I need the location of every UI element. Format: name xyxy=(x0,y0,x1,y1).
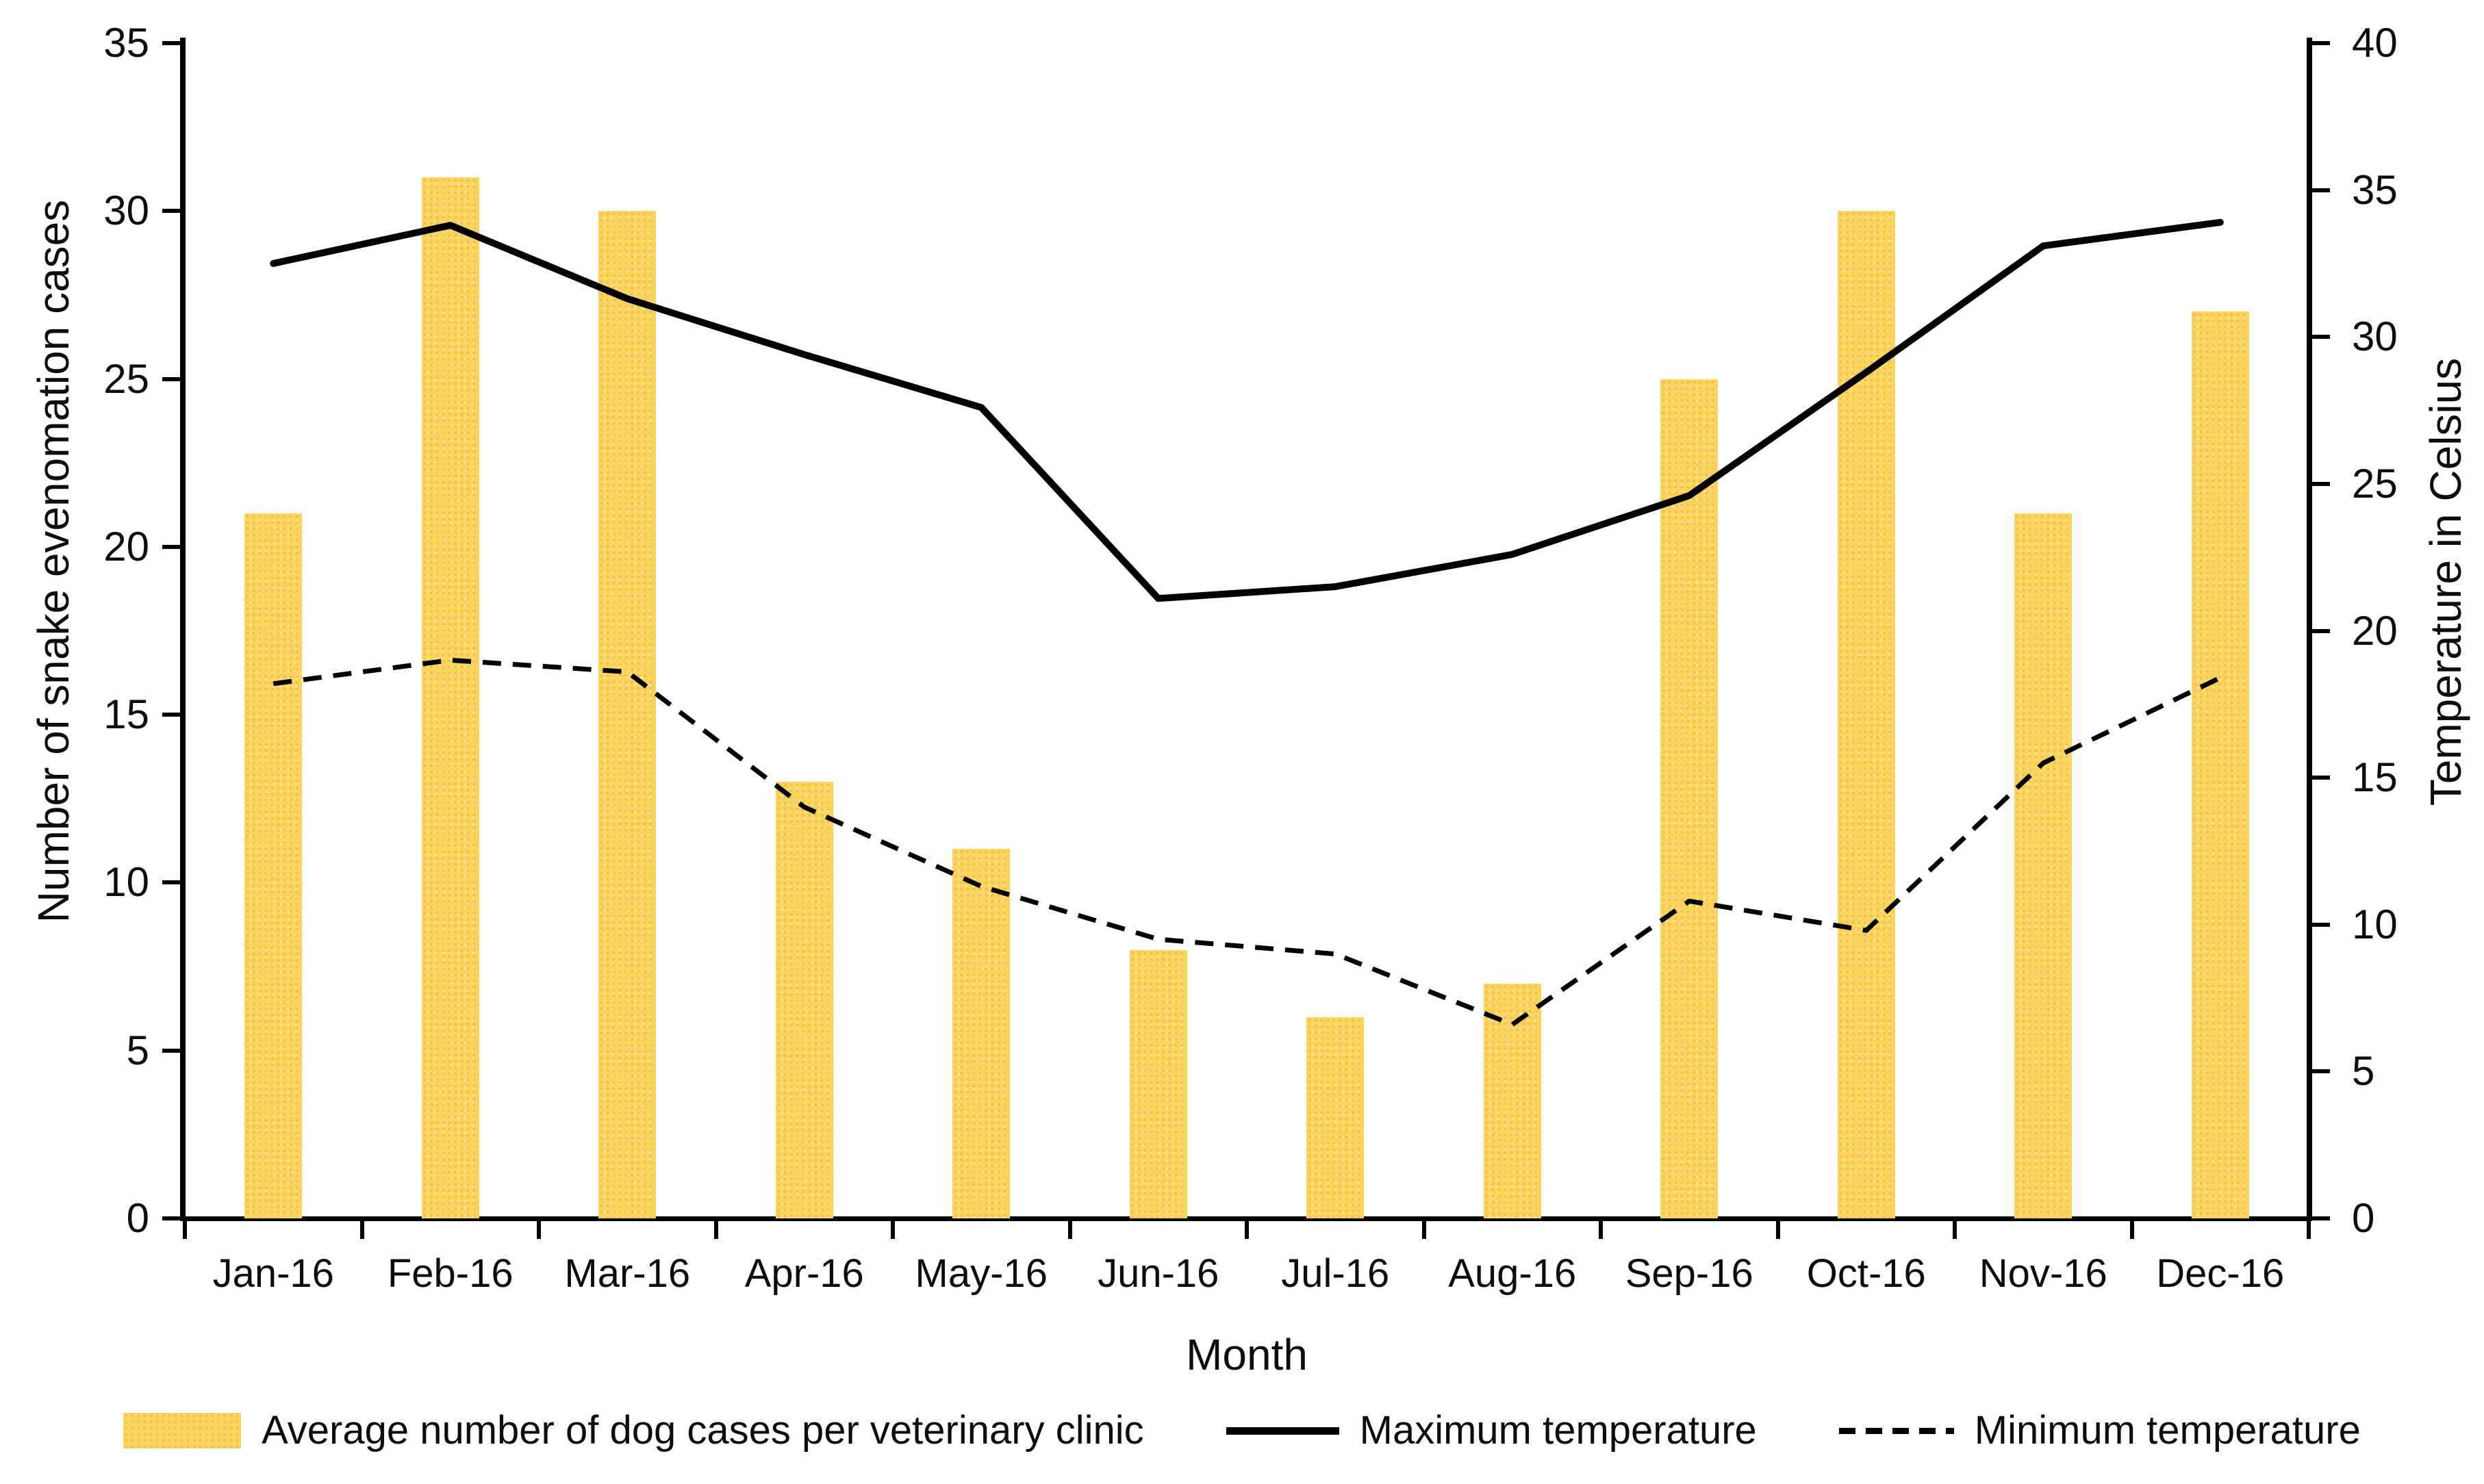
bar-oct-16 xyxy=(1837,211,1895,1218)
right-axis-tick xyxy=(2312,1069,2330,1074)
x-axis-month-label: Nov-16 xyxy=(1979,1251,2107,1296)
left-axis-tick xyxy=(162,1216,180,1220)
x-axis-month-label: Sep-16 xyxy=(1625,1251,1753,1296)
bar-mar-16 xyxy=(598,211,657,1218)
right-axis-tick xyxy=(2312,776,2330,780)
right-axis-tick-label: 0 xyxy=(2352,1195,2375,1241)
left-axis-tick xyxy=(162,1048,180,1053)
x-axis-month-label: Dec-16 xyxy=(2156,1251,2285,1296)
left-axis-tick xyxy=(162,880,180,885)
x-axis-month-label: Apr-16 xyxy=(744,1251,864,1296)
legend-label-min-temperature: Minimum temperature xyxy=(1974,1408,2361,1453)
minimum-temperature-line xyxy=(273,657,2222,1027)
right-axis-tick xyxy=(2312,188,2330,192)
bar-feb-16 xyxy=(421,177,479,1218)
legend: Average number of dog cases per veterina… xyxy=(0,1409,2484,1453)
y-axis-left-line xyxy=(180,38,186,1221)
left-axis-tick xyxy=(162,544,180,549)
right-axis-tick-label: 5 xyxy=(2352,1048,2375,1095)
left-axis-tick xyxy=(162,41,180,45)
x-axis-tick xyxy=(1953,1221,1957,1239)
x-axis-month-label: Aug-16 xyxy=(1448,1251,1577,1296)
right-axis-tick-label: 10 xyxy=(2352,901,2398,947)
x-axis-month-label: Mar-16 xyxy=(564,1251,691,1296)
solid-line-swatch-icon xyxy=(1226,1427,1339,1435)
x-axis-tick xyxy=(2129,1221,2134,1239)
x-axis-tick xyxy=(713,1221,718,1239)
x-axis-title: Month xyxy=(1186,1330,1308,1379)
left-axis-tick-label: 0 xyxy=(126,1195,149,1241)
x-axis-tick xyxy=(891,1221,895,1239)
x-axis-tick xyxy=(2307,1221,2311,1239)
legend-label-max-temperature: Maximum temperature xyxy=(1359,1408,1757,1453)
bar-apr-16 xyxy=(775,782,833,1218)
x-axis-tick xyxy=(183,1221,187,1239)
right-axis-tick-label: 30 xyxy=(2352,314,2398,360)
x-axis-month-label: Jan-16 xyxy=(212,1251,334,1296)
left-axis-tick-label: 20 xyxy=(103,523,149,570)
x-axis-tick xyxy=(1775,1221,1780,1239)
right-axis-tick xyxy=(2312,628,2330,633)
right-axis-tick xyxy=(2312,41,2330,45)
x-axis-tick xyxy=(359,1221,364,1239)
right-axis-tick-label: 25 xyxy=(2352,460,2398,507)
right-axis-tick-label: 15 xyxy=(2352,754,2398,801)
left-axis-tick-label: 5 xyxy=(126,1027,149,1073)
right-axis-tick xyxy=(2312,335,2330,340)
right-axis-tick-label: 40 xyxy=(2352,20,2398,66)
left-axis-title: Number of snake evenomation cases xyxy=(29,199,78,923)
x-axis-month-label: May-16 xyxy=(915,1251,1048,1296)
left-axis-tick xyxy=(162,376,180,381)
x-axis-tick xyxy=(1421,1221,1426,1239)
bar-jan-16 xyxy=(244,513,303,1218)
bar-jul-16 xyxy=(1306,1016,1365,1218)
legend-label-bar-series: Average number of dog cases per veterina… xyxy=(262,1408,1144,1453)
left-axis-tick xyxy=(162,209,180,214)
bar-dec-16 xyxy=(2191,311,2249,1218)
right-axis-tick-label: 20 xyxy=(2352,607,2398,654)
bar-may-16 xyxy=(952,849,1011,1218)
right-axis-tick-label: 35 xyxy=(2352,166,2398,213)
left-axis-tick-label: 35 xyxy=(103,20,149,66)
x-axis-month-label: Oct-16 xyxy=(1806,1251,1926,1296)
right-axis-tick xyxy=(2312,922,2330,927)
bar-series-swatch-icon xyxy=(123,1413,242,1448)
x-axis-tick xyxy=(1067,1221,1072,1239)
left-axis-tick-label: 15 xyxy=(103,691,149,738)
right-axis-title: Temperature in Celsius xyxy=(2421,357,2470,806)
bar-nov-16 xyxy=(2014,513,2073,1218)
dashed-line-swatch-icon xyxy=(1838,1427,1954,1434)
bar-jun-16 xyxy=(1129,949,1187,1218)
bar-sep-16 xyxy=(1660,379,1719,1218)
x-axis-tick xyxy=(1245,1221,1249,1239)
right-axis-tick xyxy=(2312,1216,2330,1220)
left-axis-tick-label: 30 xyxy=(103,188,149,234)
x-axis-tick xyxy=(1599,1221,1603,1239)
x-axis-tick xyxy=(537,1221,541,1239)
bar-aug-16 xyxy=(1483,983,1541,1218)
maximum-temperature-line xyxy=(270,218,2224,602)
y-axis-right-line xyxy=(2307,38,2312,1221)
x-axis-month-label: Jul-16 xyxy=(1281,1251,1390,1296)
right-axis-tick xyxy=(2312,481,2330,486)
x-axis-month-label: Feb-16 xyxy=(387,1251,514,1296)
left-axis-tick-label: 25 xyxy=(103,355,149,402)
x-axis-line xyxy=(180,1216,2312,1221)
left-axis-tick-label: 10 xyxy=(103,859,149,906)
left-axis-tick xyxy=(162,713,180,717)
x-axis-month-label: Jun-16 xyxy=(1098,1251,1219,1296)
